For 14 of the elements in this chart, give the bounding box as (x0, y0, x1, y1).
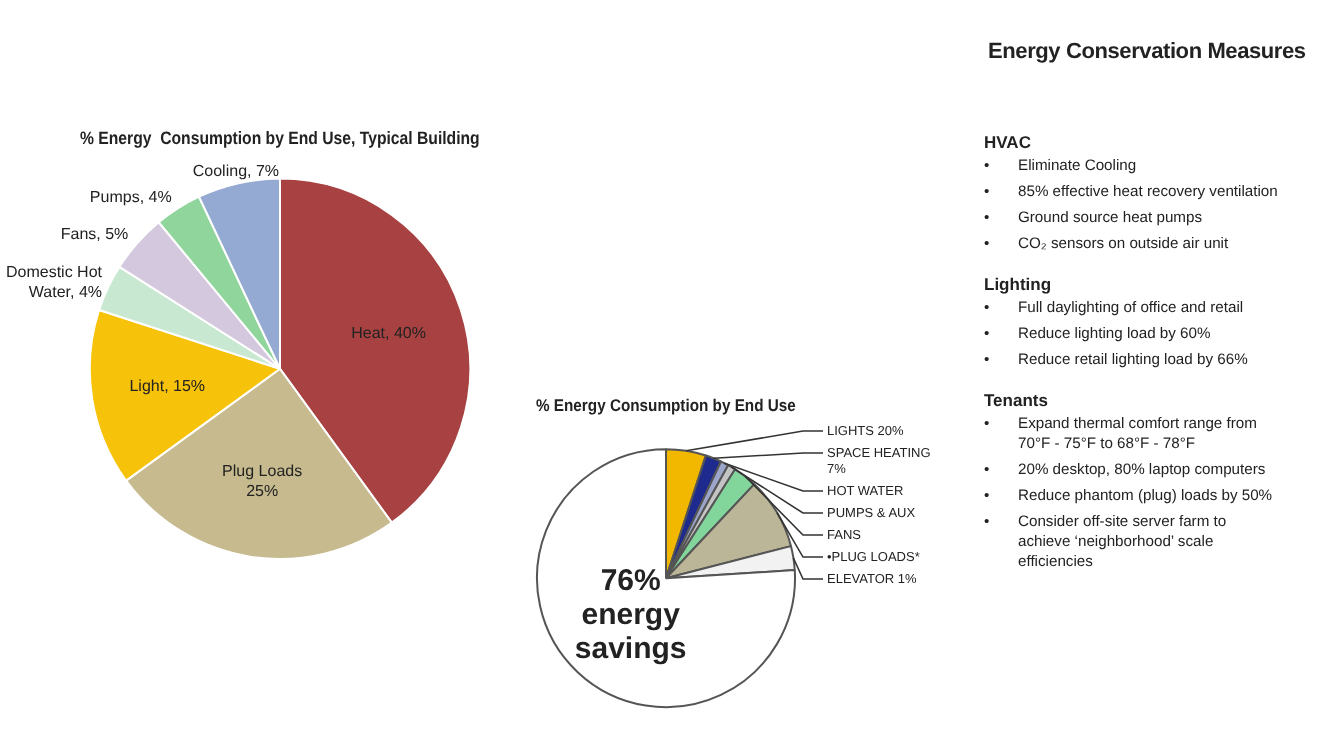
slice-label: Plug Loads 25% (222, 461, 303, 500)
text: Energy Conservation Measures (988, 40, 1308, 64)
slice-label: Domestic Hot Water, 4% (5, 263, 104, 302)
slice-label: Fans, 5% (60, 225, 129, 244)
chart-title: % Energy Consumption by End Use, Typical Building (80, 126, 480, 149)
slice-label: Cooling, 7% (192, 161, 280, 180)
slice-label: Light, 15% (129, 377, 206, 396)
text: HVAC (984, 132, 1033, 152)
slice-label: Pumps, 4% (89, 188, 172, 207)
text: Lighting (984, 274, 1054, 294)
text: Tenants (984, 390, 1050, 410)
slice-label: Heat, 40% (351, 323, 426, 342)
chart-title: % Energy Consumption by End Use (536, 396, 797, 416)
slice-label: 76% energy savings (574, 564, 687, 667)
